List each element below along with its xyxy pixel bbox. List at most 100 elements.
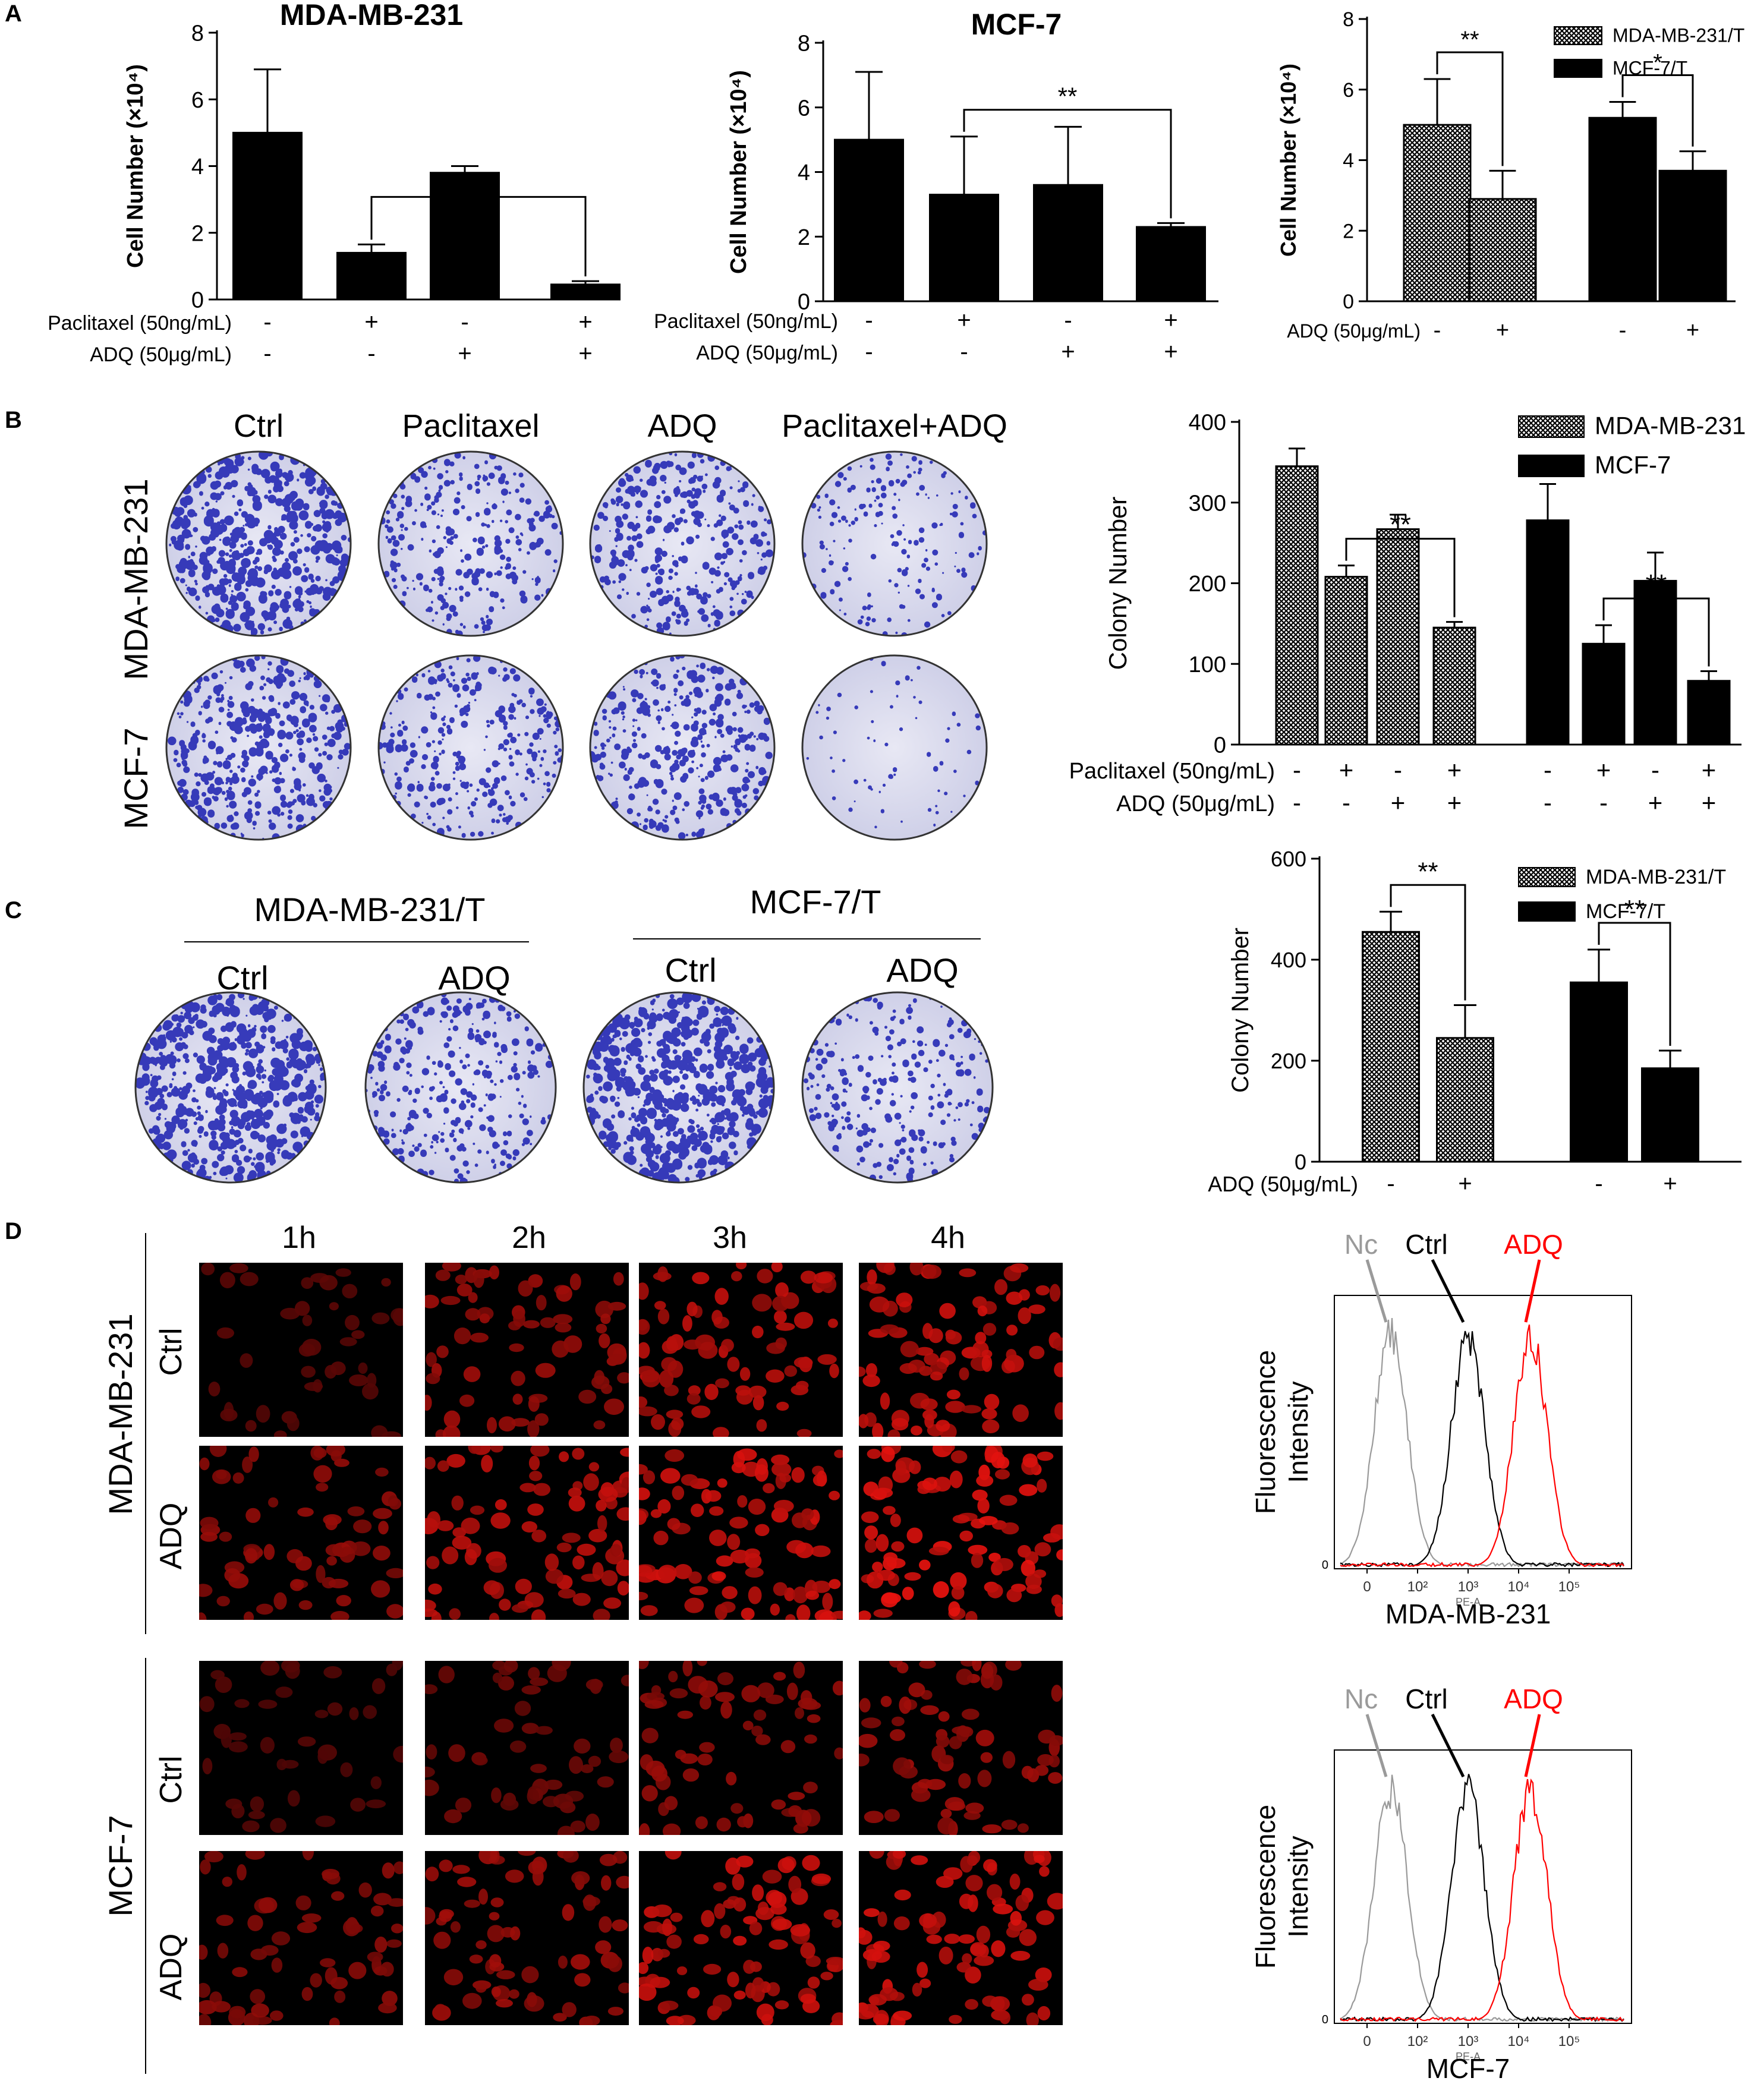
curve-arrow [1524, 1714, 1541, 1777]
y-tick-label: 8 [1343, 8, 1354, 31]
y-tick-label: 400 [1189, 411, 1226, 436]
curve-arrow [1365, 1259, 1388, 1323]
cells [859, 1851, 1063, 2025]
treatment-sign: + [1339, 756, 1354, 784]
treatment-label: ADQ (50μg/mL) [90, 343, 232, 366]
cells [639, 1448, 843, 1620]
bar [1432, 626, 1476, 746]
micrograph [199, 1851, 403, 2025]
bar [1658, 169, 1727, 302]
y-tick-label: 6 [1343, 79, 1354, 102]
bar [1641, 1067, 1699, 1163]
micrograph-background [199, 1851, 403, 2025]
curve-label-adq: ADQ [1504, 1229, 1563, 1260]
treatment-sign: + [1596, 756, 1611, 784]
cells [639, 1661, 843, 1835]
treatment-sign: + [1164, 339, 1177, 365]
bar [929, 194, 999, 302]
y-tick-label: 0 [1343, 291, 1354, 313]
panel-label-c: C [5, 897, 22, 923]
significance-bracket [370, 196, 587, 277]
treatment-sign: - [1595, 1171, 1602, 1197]
treatment-sign: + [957, 307, 971, 333]
micrograph [199, 1661, 403, 1835]
legend-swatch [1518, 415, 1585, 438]
panel-d-row-mda-adq: ADQ [154, 1503, 188, 1570]
treatment-sign: - [1293, 789, 1301, 816]
y-tick-label: 2 [798, 225, 810, 250]
treatment-label: Paclitaxel (50ng/mL) [48, 312, 232, 335]
panel-c-colony-plates: MDA-MB-231/T MCF-7/T Ctrl ADQ Ctrl ADQ [134, 883, 994, 1184]
bar [1526, 519, 1570, 746]
treatment-label: ADQ (50μg/mL) [696, 342, 838, 364]
plot-frame [1334, 1295, 1632, 1569]
bar [1633, 579, 1677, 746]
colony-dots [590, 452, 774, 635]
y-axis-label-line1: Fluorescence [1250, 1350, 1281, 1514]
cell-line-label: MDA-MB-231 [1385, 1598, 1551, 1629]
plate-background [379, 655, 563, 840]
treatment-sign: - [1544, 756, 1552, 784]
y-zero: 0 [1322, 2013, 1328, 2026]
treatment-label: ADQ (50μg/mL) [1208, 1172, 1358, 1196]
bar [336, 251, 407, 301]
panel-d-row-mcf-ctrl: Ctrl [154, 1756, 188, 1804]
cells [425, 1661, 629, 1835]
micrograph [859, 1661, 1063, 1835]
treatment-sign: + [1648, 789, 1663, 816]
bar [1403, 124, 1472, 302]
significance-bracket [1621, 74, 1694, 147]
y-axis-label-line2: Intensity [1283, 1836, 1314, 1937]
panel-d-col-2h: 2h [512, 1221, 546, 1255]
panel-d-group-mcf: MCF-7 [102, 1815, 139, 1916]
panel-b-col-paclitaxel: Paclitaxel [402, 408, 539, 444]
treatment-sign: + [458, 340, 471, 367]
panel-d-row-mcf-adq: ADQ [154, 1934, 188, 2001]
y-tick-label: 200 [1271, 1049, 1306, 1073]
legend-swatch [1554, 59, 1602, 78]
micrograph [859, 1851, 1063, 2025]
y-tick-label: 0 [191, 288, 204, 313]
cells [199, 1661, 403, 1833]
panel-d-col-4h: 4h [931, 1221, 965, 1255]
cells [639, 1263, 839, 1437]
panel-c-group-mda: MDA-MB-231/T [254, 891, 486, 928]
colony-plate [377, 654, 564, 841]
legend-label: MCF-7/T [1586, 900, 1665, 923]
colony-plate [589, 654, 776, 841]
panel-b-row-mcf: MCF-7 [117, 727, 155, 829]
cells [639, 1851, 843, 2025]
flow-plot-mcf-7: Nc Ctrl ADQ Fluorescence Intensity 0 0 10² 10³ 10… [1250, 1683, 1632, 2084]
significance-stars: * [1653, 50, 1662, 76]
x-tick-label: 10³ [1458, 1579, 1479, 1595]
x-tick-label: 10³ [1458, 2033, 1479, 2049]
treatment-sign: - [1293, 756, 1301, 784]
panel-c-group-mcf: MCF-7/T [750, 883, 881, 920]
significance-stars: ** [469, 169, 489, 197]
treatment-sign: - [1434, 318, 1441, 343]
treatment-sign: - [865, 307, 873, 333]
plate-rim [801, 654, 988, 841]
treatment-sign: - [1387, 1171, 1394, 1197]
panel-c-col-adq-2: ADQ [886, 951, 958, 989]
significance-stars: ** [1418, 857, 1438, 886]
y-tick-label: 2 [1343, 220, 1354, 242]
colony-dots [379, 655, 563, 838]
colony-dots [802, 453, 987, 636]
treatment-sign: + [1447, 756, 1462, 784]
treatment-sign: - [960, 339, 968, 365]
plate-rim [134, 991, 327, 1184]
colony-plate [165, 450, 352, 637]
x-tick-label: 10² [1407, 2033, 1428, 2049]
chart-c-colony-number: 0 200 400 600 Colony Number ** ** ADQ (50μg/mL)… [1208, 847, 1741, 1197]
curve-arrow [1524, 1259, 1541, 1323]
x-tick-label: 0 [1363, 1579, 1371, 1595]
plate-rim [801, 991, 994, 1184]
plate-rim [165, 654, 352, 841]
treatment-sign: + [1496, 318, 1509, 343]
panel-d-micrographs: 1h 2h 3h 4h MDA-MB-231 Ctrl ADQ MCF-7 Ct… [102, 1221, 1063, 2074]
legend-swatch [1518, 867, 1576, 887]
curve-arrow [1431, 1259, 1465, 1323]
y-tick-label: 2 [191, 221, 204, 246]
colony-dots [366, 992, 554, 1183]
